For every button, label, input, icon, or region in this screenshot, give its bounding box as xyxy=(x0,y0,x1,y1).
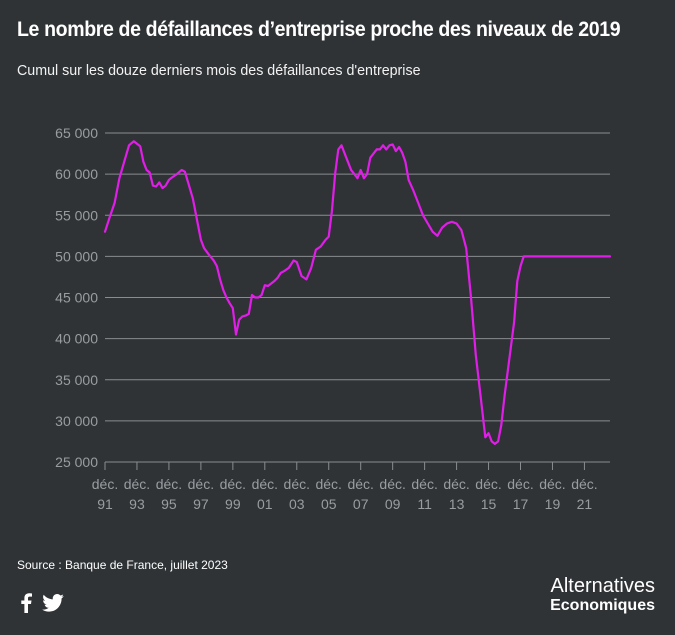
y-axis-ticks: 25 000 30 000 35 000 40 000 45 000 50 000 55 0… xyxy=(55,125,98,470)
x-tick-label: 05 xyxy=(321,496,337,512)
x-tick-label: 09 xyxy=(385,496,401,512)
x-tick-label: déc. xyxy=(220,476,246,492)
x-tick-label: 93 xyxy=(129,496,145,512)
x-tick-label: déc. xyxy=(284,476,310,492)
x-tick-label: 97 xyxy=(193,496,209,512)
x-tick-label: déc. xyxy=(188,476,214,492)
brand-line-2: Economiques xyxy=(550,597,655,614)
y-tick-label: 30 000 xyxy=(55,413,98,429)
social-links xyxy=(20,593,64,618)
y-tick-label: 40 000 xyxy=(55,331,98,347)
x-tick-label: déc. xyxy=(252,476,278,492)
y-tick-label: 35 000 xyxy=(55,372,98,388)
chart-title: Le nombre de défaillances d’entreprise p… xyxy=(17,18,621,41)
x-tick-label: 03 xyxy=(289,496,305,512)
y-tick-label: 50 000 xyxy=(55,248,98,264)
x-tick-label: 15 xyxy=(481,496,497,512)
facebook-icon[interactable] xyxy=(20,593,32,618)
x-tick-label: 95 xyxy=(161,496,177,512)
x-tick-label: 07 xyxy=(353,496,369,512)
source-note: Source : Banque de France, juillet 2023 xyxy=(17,558,228,572)
series-line-0 xyxy=(103,140,612,445)
x-tick-label: déc. xyxy=(539,476,565,492)
brand-logo: Alternatives Economiques xyxy=(550,576,655,614)
x-tick-label: déc. xyxy=(92,476,118,492)
x-tick-label: 91 xyxy=(97,496,113,512)
x-tick-label: 21 xyxy=(577,496,593,512)
x-tick-label: déc. xyxy=(124,476,150,492)
y-tick-label: 55 000 xyxy=(55,207,98,223)
chart-subtitle: Cumul sur les douze derniers mois des dé… xyxy=(17,62,421,79)
x-tick-label: déc. xyxy=(571,476,597,492)
x-tick-label: 17 xyxy=(513,496,529,512)
y-tick-label: 65 000 xyxy=(55,125,98,141)
x-tick-label: déc. xyxy=(347,476,373,492)
x-tick-label: 19 xyxy=(545,496,561,512)
y-tick-label: 45 000 xyxy=(55,290,98,306)
x-tick-label: déc. xyxy=(411,476,437,492)
x-tick-label: déc. xyxy=(507,476,533,492)
line-chart: 25 000 30 000 35 000 40 000 45 000 50 000 55 0… xyxy=(55,125,612,512)
twitter-icon[interactable] xyxy=(42,594,64,617)
x-tick-label: 01 xyxy=(257,496,273,512)
x-tick-label: déc. xyxy=(379,476,405,492)
y-tick-label: 60 000 xyxy=(55,166,98,182)
x-tick-label: déc. xyxy=(156,476,182,492)
x-tick-label: 13 xyxy=(449,496,465,512)
y-tick-label: 25 000 xyxy=(55,454,98,470)
x-tick-label: déc. xyxy=(475,476,501,492)
x-tick-label: déc. xyxy=(443,476,469,492)
series-layer xyxy=(103,140,612,445)
grid-lines xyxy=(105,132,610,463)
x-tick-label: 99 xyxy=(225,496,241,512)
x-axis-ticks: déc. 91 déc. 93 déc. 95 déc. 97 déc. 99 déc. 01 déc.… xyxy=(92,462,598,512)
brand-line-1: Alternatives xyxy=(550,575,656,597)
x-tick-label: déc. xyxy=(315,476,341,492)
x-tick-label: 11 xyxy=(417,496,432,512)
